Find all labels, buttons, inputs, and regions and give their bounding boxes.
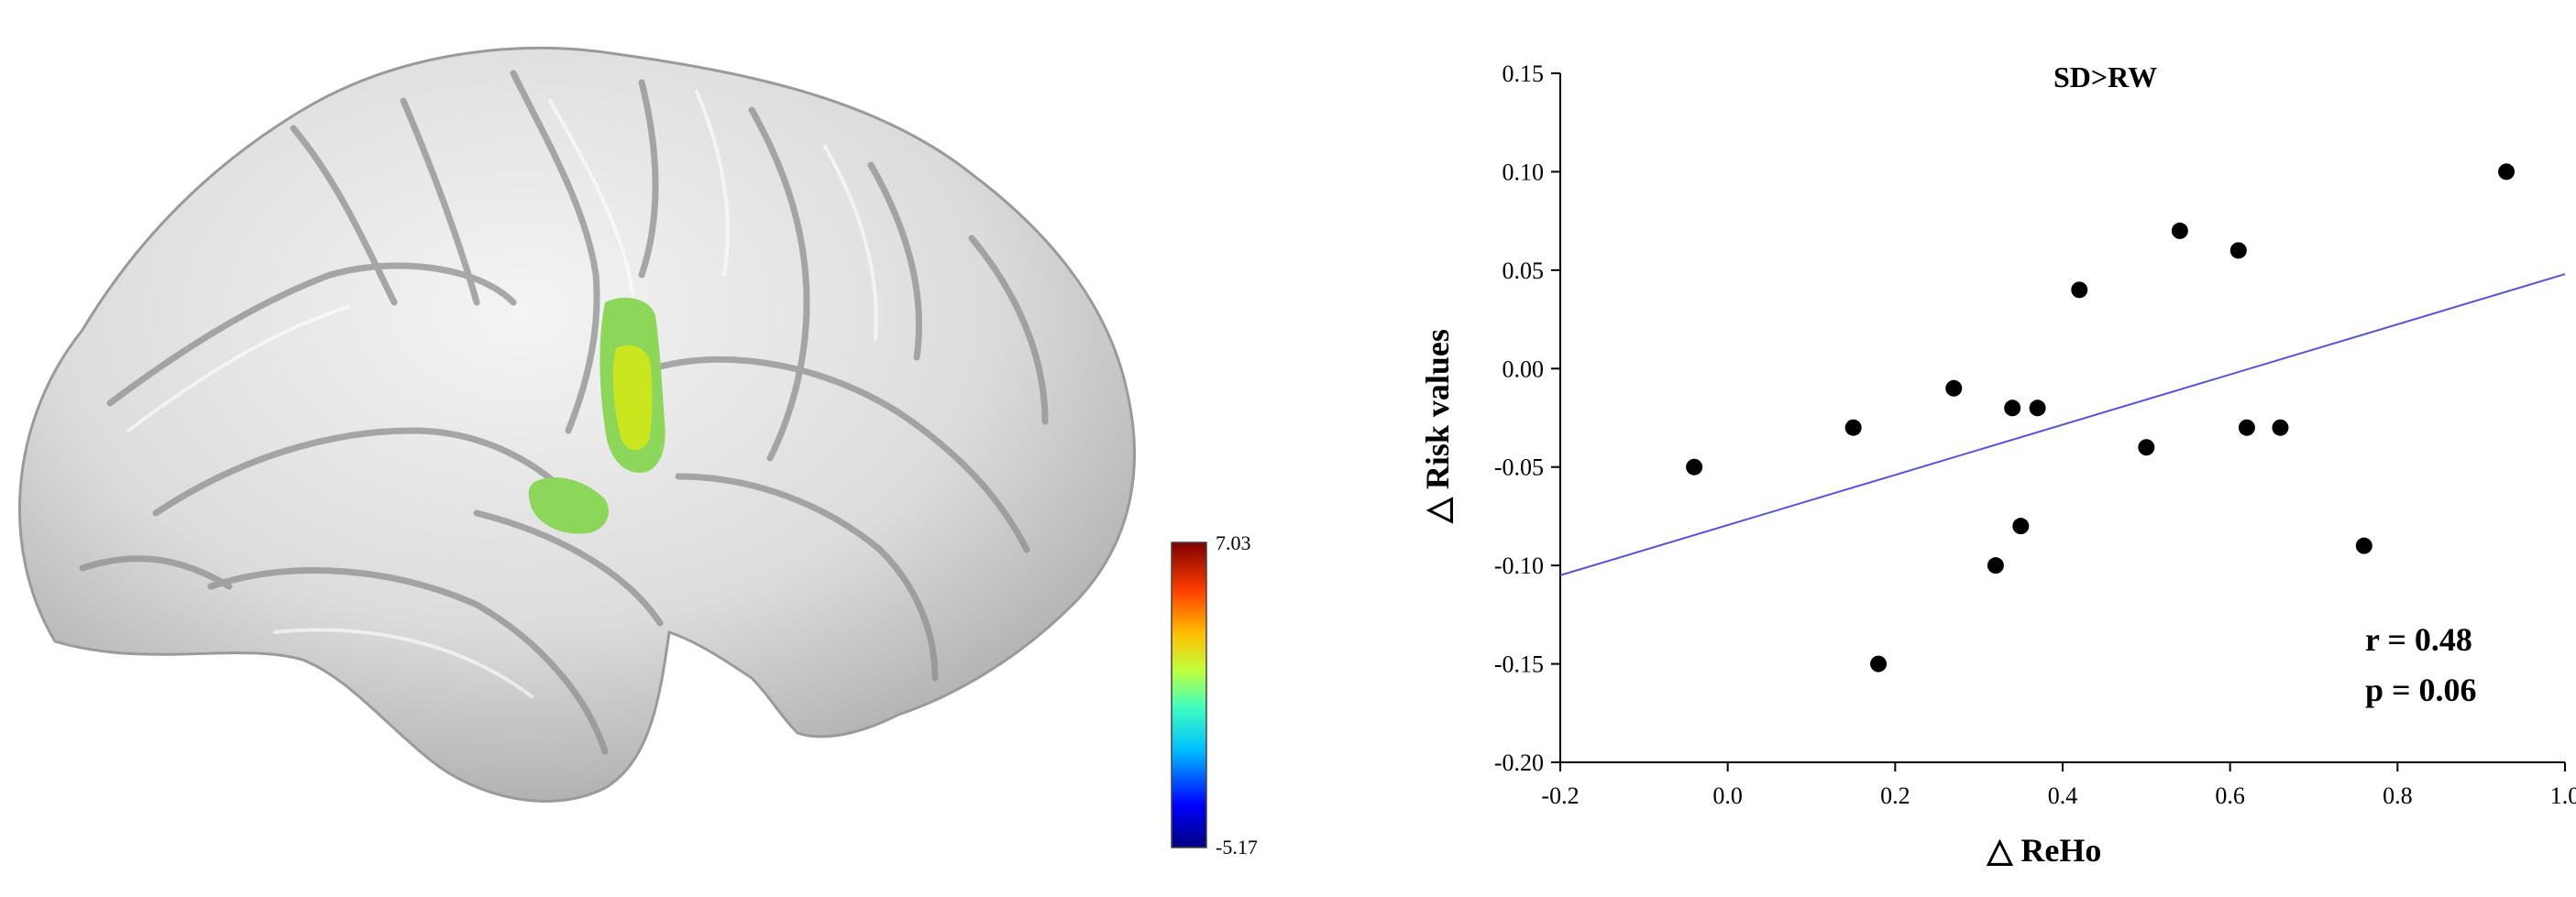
x-axis-label: △ ReHo — [1987, 832, 2102, 869]
y-tick-label: 0.15 — [1503, 60, 1545, 87]
x-tick-label: 0.4 — [2048, 782, 2078, 809]
data-point — [1870, 655, 1888, 673]
data-point — [2355, 537, 2372, 554]
data-point — [1686, 458, 1703, 476]
chart-axes — [1559, 73, 2565, 763]
data-point — [2171, 222, 2188, 239]
data-points — [1686, 163, 2515, 673]
x-tick-label: -0.2 — [1541, 782, 1579, 809]
data-point — [1844, 419, 1862, 436]
y-tick-label: -0.15 — [1494, 651, 1544, 678]
y-tick-label: -0.10 — [1494, 552, 1544, 579]
scatter-chart: -0.2 0.0 0.2 0.4 0.6 0.8 1.0 -0.20 -0.15 -0.10 -0.… — [1419, 60, 2576, 869]
activation-cluster-inferior — [528, 477, 609, 534]
x-tick-label: 0.6 — [2215, 782, 2245, 809]
data-point — [1987, 557, 2004, 574]
y-tick-label: -0.05 — [1494, 454, 1544, 481]
fit-line — [1559, 273, 2566, 576]
activation-cluster-superior — [600, 298, 666, 473]
brain-outline — [18, 47, 1136, 803]
fit-line-group — [1559, 273, 2566, 576]
annotation-p: p = 0.06 — [2365, 672, 2477, 708]
gyri-highlights — [127, 90, 878, 698]
chart-title: SD>RW — [2053, 60, 2157, 93]
y-tick-label: -0.20 — [1494, 749, 1544, 776]
data-point — [2004, 399, 2021, 417]
data-point — [2138, 439, 2155, 456]
y-tick-label: 0.05 — [1503, 257, 1545, 284]
data-point — [2272, 419, 2289, 436]
data-point — [2229, 242, 2247, 259]
sulci-lines — [79, 70, 1049, 755]
x-tick-label: 0.2 — [1880, 782, 1910, 809]
chart-ticks: -0.2 0.0 0.2 0.4 0.6 0.8 1.0 -0.20 -0.15 -0.10 -0.… — [1494, 60, 2576, 809]
x-tick-label: 1.0 — [2550, 782, 2576, 809]
data-point — [2238, 419, 2255, 436]
data-point — [2029, 399, 2046, 417]
x-tick-label: 0.8 — [2383, 782, 2413, 809]
brain-surface-figure: 7.03 -5.17 — [18, 47, 1258, 859]
activation-cluster-superior-core — [612, 345, 653, 451]
annotation-r: r = 0.48 — [2365, 621, 2472, 658]
colorbar — [1171, 541, 1207, 848]
x-tick-label: 0.0 — [1712, 782, 1743, 809]
data-point — [1945, 379, 1963, 397]
y-axis-label: △ Risk values — [1419, 329, 1456, 524]
data-point — [2012, 518, 2030, 535]
y-tick-label: 0.00 — [1503, 356, 1545, 382]
colorbar-min-label: -5.17 — [1216, 836, 1258, 859]
colorbar-max-label: 7.03 — [1216, 531, 1251, 554]
brain-surface-render: 7.03 -5.17 — [18, 47, 1258, 859]
y-tick-label: 0.10 — [1503, 159, 1545, 185]
data-point — [2071, 281, 2088, 299]
data-point — [2498, 163, 2515, 180]
scatter-chart-panel: -0.2 0.0 0.2 0.4 0.6 0.8 1.0 -0.20 -0.15 -0.10 -0.… — [1329, 0, 2576, 893]
